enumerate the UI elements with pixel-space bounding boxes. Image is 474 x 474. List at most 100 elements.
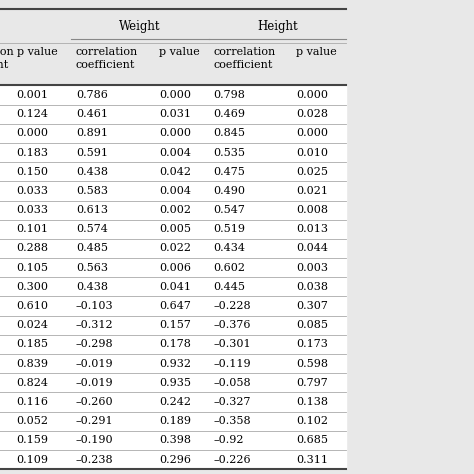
Bar — [0, 335, 346, 354]
Text: 0.469: 0.469 — [213, 109, 246, 119]
Bar — [0, 411, 346, 431]
Text: 0.031: 0.031 — [159, 109, 191, 119]
Text: p value: p value — [17, 47, 57, 57]
Text: 0.598: 0.598 — [296, 359, 328, 369]
Text: Weight: Weight — [119, 19, 161, 33]
Text: –0.019: –0.019 — [76, 359, 113, 369]
Text: 0.242: 0.242 — [159, 397, 191, 407]
Bar — [0, 85, 346, 105]
Text: –0.190: –0.190 — [76, 436, 113, 446]
Text: 0.000: 0.000 — [296, 128, 328, 138]
Text: 0.935: 0.935 — [159, 378, 191, 388]
Bar — [0, 105, 346, 124]
Text: 0.010: 0.010 — [296, 147, 328, 157]
Text: –0.119: –0.119 — [213, 359, 251, 369]
Text: –0.327: –0.327 — [213, 397, 251, 407]
Text: 0.300: 0.300 — [17, 282, 49, 292]
Text: 0.932: 0.932 — [159, 359, 191, 369]
Bar — [0, 431, 346, 450]
Text: 0.461: 0.461 — [76, 109, 108, 119]
Text: –0.298: –0.298 — [76, 339, 113, 349]
Text: 0.445: 0.445 — [213, 282, 246, 292]
Text: –0.228: –0.228 — [213, 301, 251, 311]
Text: 0.000: 0.000 — [159, 128, 191, 138]
Text: –0.376: –0.376 — [213, 320, 251, 330]
Text: –0.312: –0.312 — [76, 320, 113, 330]
Text: 0.101: 0.101 — [17, 224, 49, 234]
Text: –0.358: –0.358 — [213, 416, 251, 426]
Text: –0.92: –0.92 — [213, 436, 244, 446]
Text: 0.583: 0.583 — [76, 186, 108, 196]
Text: correlation
coefficient: correlation coefficient — [76, 47, 138, 70]
Text: 0.647: 0.647 — [159, 301, 191, 311]
Bar — [0, 450, 346, 469]
Text: 0.438: 0.438 — [76, 282, 108, 292]
Bar — [0, 258, 346, 277]
Text: 0.024: 0.024 — [17, 320, 49, 330]
Text: 0.042: 0.042 — [159, 167, 191, 177]
Bar — [0, 43, 346, 85]
Text: 0.602: 0.602 — [213, 263, 246, 273]
Text: 0.003: 0.003 — [296, 263, 328, 273]
Text: 0.398: 0.398 — [159, 436, 191, 446]
Text: 0.296: 0.296 — [159, 455, 191, 465]
Text: 0.798: 0.798 — [213, 90, 245, 100]
Text: 0.178: 0.178 — [159, 339, 191, 349]
Text: –0.103: –0.103 — [76, 301, 113, 311]
Text: 0.485: 0.485 — [76, 244, 108, 254]
Bar — [0, 374, 346, 392]
Text: –0.260: –0.260 — [76, 397, 113, 407]
Text: 0.038: 0.038 — [296, 282, 328, 292]
Text: 0.044: 0.044 — [296, 244, 328, 254]
Text: 0.475: 0.475 — [213, 167, 245, 177]
Text: 0.033: 0.033 — [17, 205, 49, 215]
Bar — [0, 124, 346, 143]
Text: p value: p value — [296, 47, 337, 57]
Text: 0.563: 0.563 — [76, 263, 108, 273]
Bar — [0, 316, 346, 335]
Text: 0.000: 0.000 — [17, 128, 49, 138]
Text: –0.238: –0.238 — [76, 455, 113, 465]
Text: Height: Height — [257, 19, 298, 33]
Text: 0.150: 0.150 — [17, 167, 49, 177]
Text: 0.102: 0.102 — [296, 416, 328, 426]
Bar — [0, 239, 346, 258]
Text: cion
ent: cion ent — [0, 47, 14, 70]
Bar — [0, 143, 346, 162]
Text: 0.845: 0.845 — [213, 128, 246, 138]
Text: 0.105: 0.105 — [17, 263, 49, 273]
Text: 0.006: 0.006 — [159, 263, 191, 273]
Text: 0.685: 0.685 — [296, 436, 328, 446]
Text: 0.124: 0.124 — [17, 109, 49, 119]
Text: 0.116: 0.116 — [17, 397, 49, 407]
Text: 0.000: 0.000 — [296, 90, 328, 100]
Text: 0.189: 0.189 — [159, 416, 191, 426]
Text: 0.183: 0.183 — [17, 147, 49, 157]
Bar — [0, 354, 346, 374]
Text: 0.613: 0.613 — [76, 205, 108, 215]
Bar — [0, 277, 346, 297]
Text: 0.109: 0.109 — [17, 455, 49, 465]
Text: 0.547: 0.547 — [213, 205, 245, 215]
Text: 0.004: 0.004 — [159, 186, 191, 196]
Text: 0.591: 0.591 — [76, 147, 108, 157]
Text: 0.434: 0.434 — [213, 244, 246, 254]
Text: 0.173: 0.173 — [296, 339, 328, 349]
Text: 0.004: 0.004 — [159, 147, 191, 157]
Text: –0.058: –0.058 — [213, 378, 251, 388]
Text: 0.052: 0.052 — [17, 416, 49, 426]
Text: 0.001: 0.001 — [17, 90, 49, 100]
Text: 0.574: 0.574 — [76, 224, 108, 234]
Text: 0.535: 0.535 — [213, 147, 246, 157]
Text: 0.025: 0.025 — [296, 167, 328, 177]
Text: 0.021: 0.021 — [296, 186, 328, 196]
Text: 0.008: 0.008 — [296, 205, 328, 215]
Text: correlation
coefficient: correlation coefficient — [213, 47, 275, 70]
Text: 0.797: 0.797 — [296, 378, 328, 388]
Bar — [0, 201, 346, 220]
Text: –0.301: –0.301 — [213, 339, 251, 349]
Text: p value: p value — [159, 47, 200, 57]
Text: 0.519: 0.519 — [213, 224, 246, 234]
Text: 0.786: 0.786 — [76, 90, 108, 100]
Text: –0.291: –0.291 — [76, 416, 113, 426]
